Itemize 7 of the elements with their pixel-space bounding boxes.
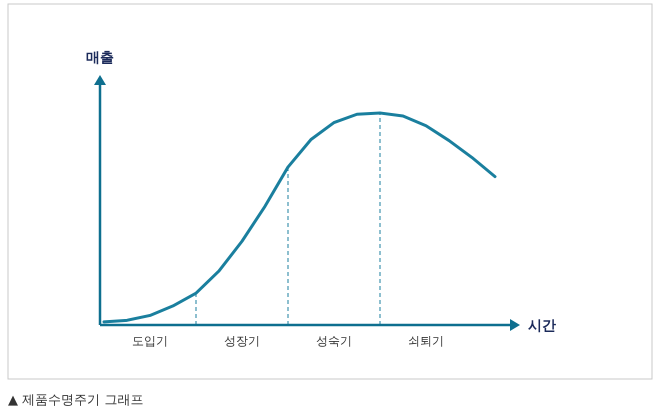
x-tick-label: 쇠퇴기 <box>408 334 444 348</box>
y-axis-title: 매출 <box>86 50 114 66</box>
x-tick-label: 도입기 <box>132 334 168 348</box>
x-axis-title: 시간 <box>528 318 556 334</box>
x-tick-label: 성장기 <box>224 334 260 348</box>
x-tick-label: 성숙기 <box>316 334 352 348</box>
text: ▲ 제품수명주기 그래프 <box>8 393 144 408</box>
